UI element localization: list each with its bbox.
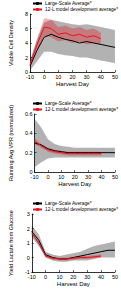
svg-text:0: 0 xyxy=(43,74,46,80)
svg-text:Harvest Day: Harvest Day xyxy=(58,181,91,187)
svg-text:20: 20 xyxy=(69,74,75,80)
svg-text:3: 3 xyxy=(27,211,30,217)
svg-text:Large-Scale Average*: Large-Scale Average* xyxy=(45,201,92,206)
svg-text:Large-Scale Average*: Large-Scale Average* xyxy=(45,1,92,6)
svg-text:50: 50 xyxy=(112,74,118,80)
svg-text:20: 20 xyxy=(70,274,76,280)
svg-text:50: 50 xyxy=(112,174,118,180)
svg-text:10: 10 xyxy=(55,74,61,80)
svg-text:30: 30 xyxy=(85,174,91,180)
svg-text:Running Avg VPR (normalized): Running Avg VPR (normalized) xyxy=(8,105,14,181)
svg-text:30: 30 xyxy=(84,274,90,280)
svg-text:-10: -10 xyxy=(26,74,34,80)
svg-text:Harvest Day: Harvest Day xyxy=(56,81,89,87)
svg-text:-10: -10 xyxy=(31,174,39,180)
svg-text:4: 4 xyxy=(25,40,28,46)
svg-text:8: 8 xyxy=(25,11,28,17)
svg-text:0.6: 0.6 xyxy=(25,111,33,117)
svg-text:-1: -1 xyxy=(24,269,30,275)
svg-text:40: 40 xyxy=(98,174,104,180)
svg-text:0.4: 0.4 xyxy=(25,130,33,136)
svg-text:0: 0 xyxy=(24,69,28,75)
svg-text:0: 0 xyxy=(44,274,47,280)
svg-text:2: 2 xyxy=(25,55,28,61)
svg-text:20: 20 xyxy=(72,174,78,180)
svg-text:Viable Cell Density: Viable Cell Density xyxy=(8,20,14,66)
svg-text:Harvest Day: Harvest Day xyxy=(57,281,90,287)
svg-text:40: 40 xyxy=(98,74,104,80)
svg-text:0.2: 0.2 xyxy=(25,150,33,156)
svg-text:30: 30 xyxy=(84,74,90,80)
svg-text:0: 0 xyxy=(29,169,33,175)
svg-text:12-L model development average: 12-L model development average* xyxy=(45,207,118,212)
svg-text:Yield Lactate from Glucose: Yield Lactate from Glucose xyxy=(8,210,14,276)
svg-text:12-L model development average: 12-L model development average* xyxy=(45,7,118,12)
svg-text:1: 1 xyxy=(27,240,30,246)
svg-text:10: 10 xyxy=(58,174,64,180)
svg-text:12-L model development average: 12-L model development average* xyxy=(45,107,118,112)
svg-text:0: 0 xyxy=(46,174,49,180)
svg-text:0: 0 xyxy=(27,255,30,261)
svg-text:-10: -10 xyxy=(28,274,36,280)
svg-text:6: 6 xyxy=(25,26,28,32)
svg-text:2: 2 xyxy=(27,226,30,232)
svg-text:40: 40 xyxy=(98,274,104,280)
svg-text:Large-Scale Average*: Large-Scale Average* xyxy=(45,101,92,106)
svg-text:50: 50 xyxy=(112,274,118,280)
svg-text:10: 10 xyxy=(56,274,62,280)
